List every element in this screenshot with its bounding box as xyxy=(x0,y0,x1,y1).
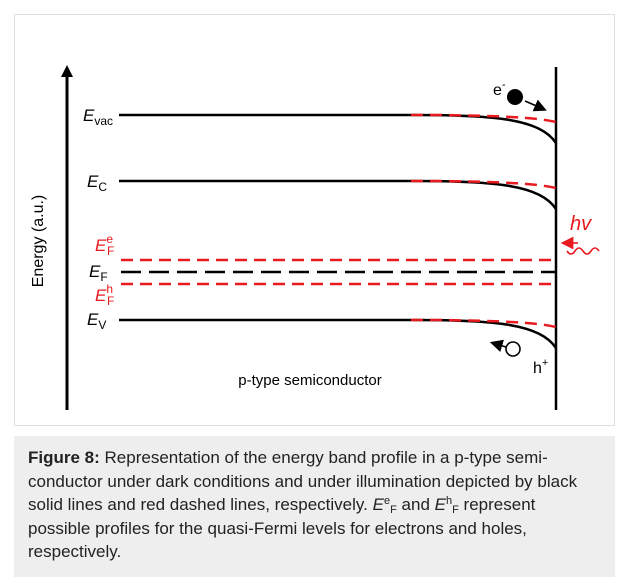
electron-label: e- xyxy=(493,79,506,99)
figure-panel: Energy (a.u.) Evac EC Ee F EF Eh F EV xyxy=(14,14,615,426)
photon-label: hv xyxy=(570,213,592,235)
material-label: p-type semiconductor xyxy=(238,372,381,389)
ev-dark-line xyxy=(119,318,558,349)
hole-circle xyxy=(505,341,521,357)
caption-efh-sup: h xyxy=(445,495,453,507)
caption-text-1: Representation of the energy band profil… xyxy=(28,448,578,514)
caption-efh-sub: F xyxy=(452,504,459,516)
electron-dot xyxy=(507,89,523,105)
energy-axis-arrowhead xyxy=(61,65,73,77)
photon-wave xyxy=(566,247,600,255)
level-label-ev: EV xyxy=(87,310,106,332)
energy-band-diagram: Energy (a.u.) Evac EC Ee F EF Eh F EV xyxy=(30,65,600,410)
ev-light-line xyxy=(411,318,557,329)
caption-and: and xyxy=(396,495,435,514)
level-label-efe: Ee F xyxy=(95,232,114,258)
axis-label: Energy (a.u.) xyxy=(30,195,47,287)
caption-text-2: represent possible profiles for the quas… xyxy=(28,495,536,561)
level-label-efh: Eh F xyxy=(95,282,114,308)
level-label-ec: EC xyxy=(87,172,107,194)
evac-light-line xyxy=(411,113,557,124)
caption-panel: Figure 8: Representation of the energy b… xyxy=(14,436,615,577)
caption-efe-base: E xyxy=(372,495,384,514)
caption-efh-base: E xyxy=(434,495,446,514)
ec-dark-line xyxy=(119,179,558,210)
ec-light-line xyxy=(411,179,557,190)
hole-label: h+ xyxy=(533,357,548,377)
electron-arrow xyxy=(524,99,547,112)
caption-efe-sub: F xyxy=(390,504,397,516)
caption-efe-sup: e xyxy=(383,495,391,507)
caption-label: Figure 8: xyxy=(28,448,100,467)
figure-caption: Figure 8: Representation of the energy b… xyxy=(28,446,601,564)
hole-arrow xyxy=(489,339,507,352)
evac-dark-line xyxy=(119,113,558,144)
level-label-evac: Evac xyxy=(83,106,113,128)
level-label-ef: EF xyxy=(89,262,108,284)
